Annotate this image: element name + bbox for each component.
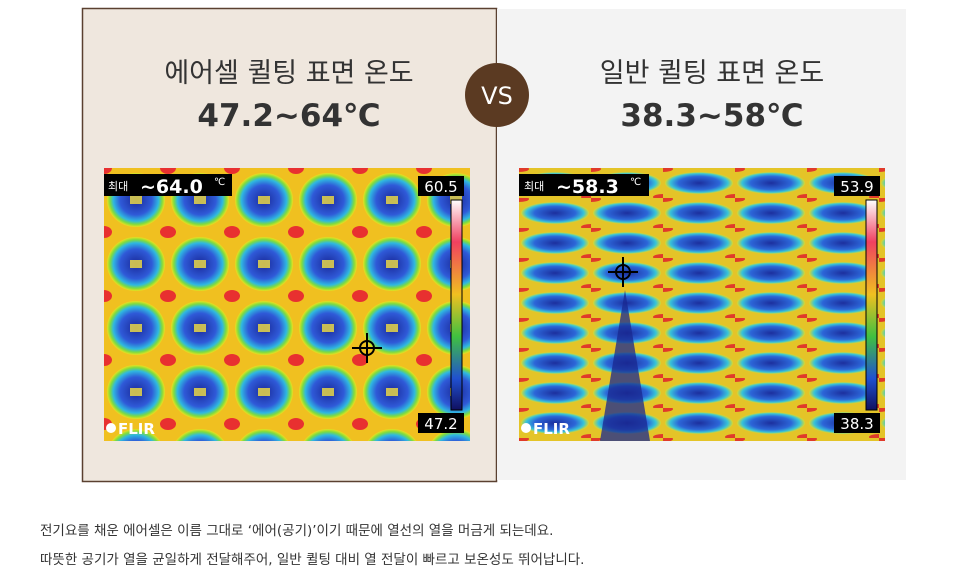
scale-top-box [834,176,880,196]
unit: ℃ [630,177,641,188]
panel-title: 일반 퀼팅 표면 온도 [600,58,824,89]
description-line: 따뜻한 공기가 열을 균일하게 전달해주어, 일반 퀼팅 대비 열 전달이 빠르… [40,552,585,568]
max-box [519,174,649,196]
crosshair [352,333,382,363]
scale-bottom-box [834,413,880,433]
brand: FLIR [118,420,155,438]
crosshair [608,257,638,287]
scale-top: 53.9 [840,178,873,196]
max-label: 최대 [524,180,544,193]
thermal-image: 최대 ~58.3 ℃ 53.9 38.3 FLIR [519,168,885,441]
description-line: 전기요를 채운 에어셀은 이름 그대로 ‘에어(공기)’이기 때문에 열선의 열… [40,523,554,539]
brand-icon [521,423,531,433]
comparison: 에어셀 퀼팅 표면 온도 47.2~64℃ 일반 퀼팅 표면 온도 38.3~5… [81,7,906,483]
scale-top: 60.5 [424,178,457,196]
panel-range: 47.2~64℃ [197,98,380,134]
max-label: 최대 [108,180,128,193]
max-value: ~64.0 [140,176,203,198]
brand: FLIR [533,420,570,438]
color-scale [450,199,463,411]
panel-title: 에어셀 퀼팅 표면 온도 [164,58,413,89]
scale-bottom-box [418,413,464,433]
thermal-fill [104,168,470,441]
scale-top-box [418,176,464,196]
panel-range: 38.3~58℃ [620,98,803,134]
vs-label: VS [481,82,513,110]
thermal-fill [519,168,885,441]
max-value: ~58.3 [556,176,619,198]
unit: ℃ [214,177,225,188]
fold-shadow [600,290,650,441]
color-scale [865,199,878,411]
thermal-image: 최대 ~64.0 ℃ 60.5 47.2 FLIR [104,168,470,441]
brand-icon [106,423,116,433]
scale-bottom: 47.2 [424,415,457,433]
vs-badge [465,63,529,127]
scale-bottom: 38.3 [840,415,873,433]
max-box [104,174,232,196]
